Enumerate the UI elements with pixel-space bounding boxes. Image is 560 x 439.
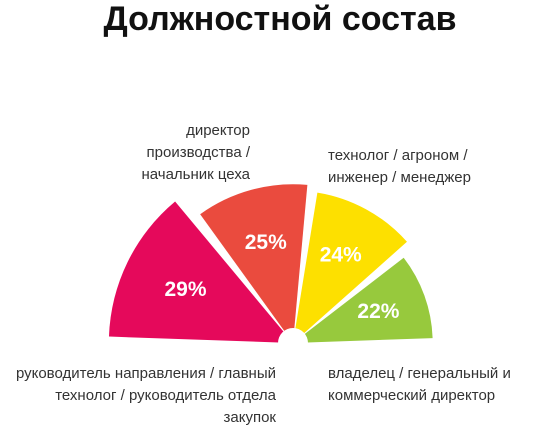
value-label: 25% bbox=[245, 231, 287, 254]
value-label: 29% bbox=[164, 278, 206, 301]
category-label: технолог / агроном / инженер / менеджер bbox=[328, 147, 471, 186]
value-label: 24% bbox=[320, 244, 362, 267]
sector bbox=[108, 201, 293, 343]
sector bbox=[200, 184, 308, 343]
sector bbox=[293, 257, 433, 343]
center-hole bbox=[278, 328, 308, 358]
sector bbox=[293, 192, 407, 343]
value-label: 22% bbox=[357, 300, 399, 323]
chart-title: Должностной состав bbox=[103, 0, 457, 38]
category-label: директор производства / начальник цеха bbox=[141, 122, 250, 183]
category-label: владелец / генеральный и коммерческий ди… bbox=[328, 365, 511, 404]
category-label: руководитель направления / главный техно… bbox=[15, 365, 276, 426]
